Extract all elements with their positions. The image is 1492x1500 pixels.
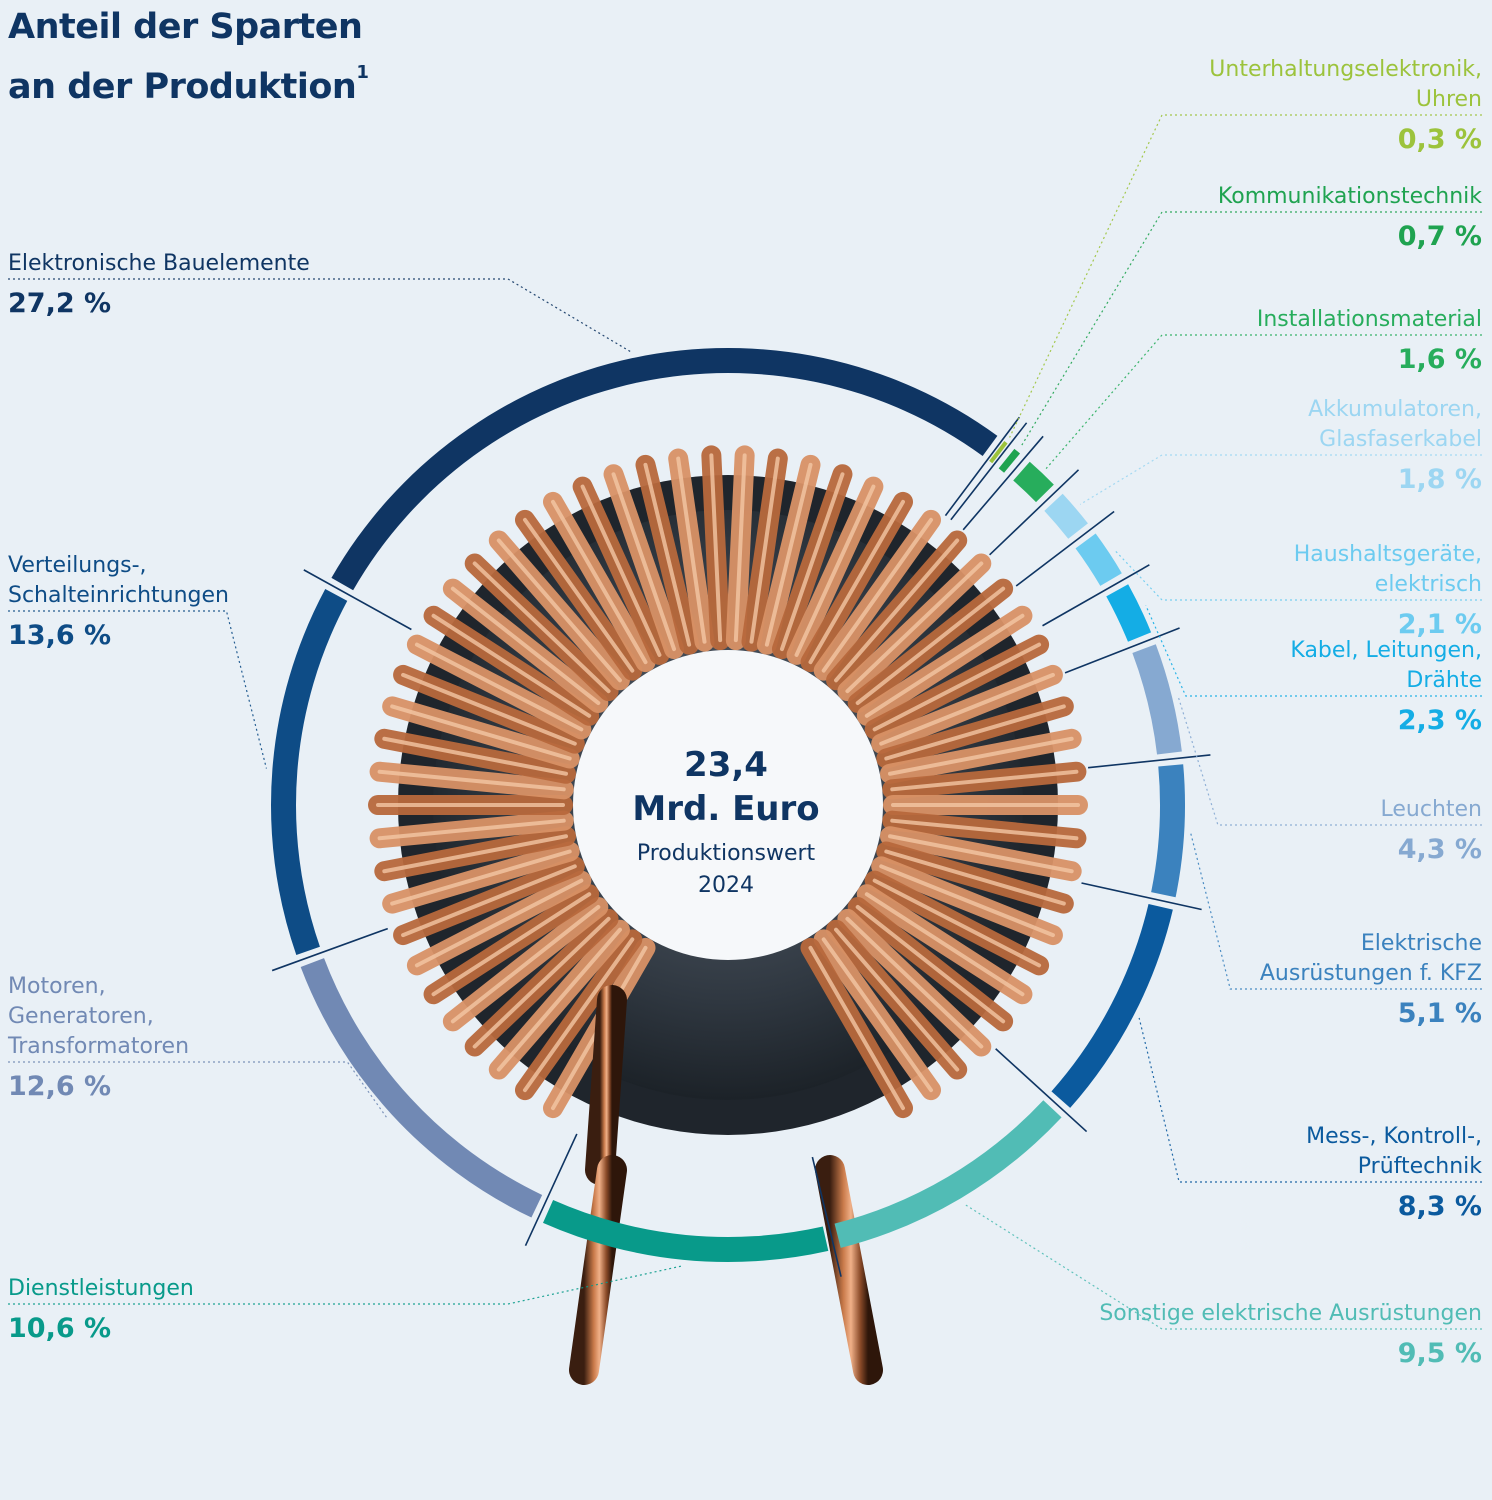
center-unit: Mrd. Euro — [632, 789, 819, 829]
segment-elektrische-ausruestungen-f-kfz — [1151, 764, 1185, 898]
value-haushaltsgeraete-elektrisch: 2,1 % — [1398, 609, 1482, 640]
title-line-2: an der Produktion1 — [8, 50, 369, 110]
segment-mess-kontroll-prueftechnik — [1051, 903, 1173, 1108]
label-dienstleistungen: Dienstleistungen — [8, 1276, 194, 1301]
title-line-2-text: an der Produktion — [8, 67, 357, 107]
segment-leuchten — [1132, 644, 1182, 755]
leader-installationsmaterial — [1045, 334, 1482, 469]
value-akkumulatoren-glasfaserkabel: 1,8 % — [1398, 464, 1482, 495]
segment-separators — [271, 416, 1211, 1277]
value-installationsmaterial: 1,6 % — [1398, 344, 1482, 375]
label-haushaltsgeraete-elektrisch-line-1: Haushaltsgeräte, — [1294, 542, 1482, 567]
label-mess-kontroll-prueftechnik-line-2: Prüftechnik — [1358, 1154, 1482, 1179]
leader-elektrische-ausruestungen-f-kfz — [1189, 831, 1482, 990]
leader-unterhaltungselektronik-uhren — [1009, 114, 1482, 438]
toroid-coil-image — [368, 445, 1088, 1385]
segment-motoren-generatoren-transformatoren — [300, 958, 543, 1218]
label-kabel-leitungen-draehte-line-2: Drähte — [1406, 668, 1482, 693]
title-line-1: Anteil der Sparten — [8, 7, 363, 47]
segment-sonstige-elektrische-ausruestungen — [834, 1100, 1062, 1248]
segment-unterhaltungselektronik-uhren — [989, 440, 1008, 464]
separator-4 — [962, 435, 1044, 531]
separator-3 — [950, 422, 1028, 521]
separator-9 — [1087, 754, 1211, 769]
center-value: 23,4 — [684, 745, 768, 785]
separator-8 — [1064, 627, 1180, 674]
segment-dienstleistungen — [542, 1200, 829, 1263]
label-haushaltsgeraete-elektrisch-line-2: elektrisch — [1375, 572, 1482, 597]
footnote-marker: 1 — [356, 62, 369, 83]
separator-7 — [1042, 564, 1150, 627]
segment-kabel-leitungen-draehte — [1106, 584, 1152, 642]
leader-verteilungs-schalteinrichtungen — [8, 610, 268, 769]
label-mess-kontroll-prueftechnik-line-1: Mess-, Kontroll-, — [1306, 1124, 1482, 1149]
label-verteilungs-schalteinrichtungen-line-2: Schalteinrichtungen — [8, 583, 229, 608]
separator-2 — [944, 416, 1020, 517]
separator-14 — [271, 927, 389, 972]
leader-kabel-leitungen-draehte — [1145, 605, 1482, 697]
label-motoren-generatoren-transformatoren-line-3: Transformatoren — [7, 1034, 189, 1059]
leader-akkumulatoren-glasfaserkabel — [1079, 454, 1482, 505]
value-unterhaltungselektronik-uhren: 0,3 % — [1398, 124, 1482, 155]
label-motoren-generatoren-transformatoren-line-1: Motoren, — [8, 974, 106, 999]
segment-installationsmaterial — [1013, 461, 1054, 503]
segment-verteilungs-schalteinrichtungen — [270, 589, 348, 955]
value-elektronische-bauelemente: 27,2 % — [8, 288, 111, 319]
center-caption: Produktionswert — [637, 841, 816, 866]
label-installationsmaterial: Installationsmaterial — [1257, 307, 1482, 332]
separator-10 — [1081, 882, 1202, 911]
label-leuchten: Leuchten — [1381, 797, 1483, 822]
label-unterhaltungselektronik-uhren-line-1: Unterhaltungselektronik, — [1209, 57, 1482, 82]
leader-kommunikationstechnik — [1020, 211, 1482, 447]
chart-title: Anteil der Sparten an der Produktion1 — [8, 4, 369, 110]
label-verteilungs-schalteinrichtungen-line-1: Verteilungs-, — [8, 553, 147, 578]
value-verteilungs-schalteinrichtungen: 13,6 % — [8, 620, 111, 651]
center-year: 2024 — [698, 873, 754, 898]
label-akkumulatoren-glasfaserkabel-line-2: Glasfaserkabel — [1319, 427, 1482, 452]
value-sonstige-elektrische-ausruestungen: 9,5 % — [1398, 1338, 1482, 1369]
value-dienstleistungen: 10,6 % — [8, 1313, 111, 1344]
label-kommunikationstechnik: Kommunikationstechnik — [1218, 184, 1482, 209]
leader-dienstleistungen — [8, 1265, 683, 1305]
leader-mess-kontroll-prueftechnik — [1138, 1017, 1482, 1183]
value-motoren-generatoren-transformatoren: 12,6 % — [8, 1071, 111, 1102]
leader-elektronische-bauelemente — [8, 278, 632, 353]
value-leuchten: 4,3 % — [1398, 834, 1482, 865]
separator-6 — [1015, 510, 1115, 587]
label-sonstige-elektrische-ausruestungen: Sonstige elektrische Ausrüstungen — [1099, 1301, 1482, 1326]
leader-lines — [8, 114, 1482, 1330]
label-kabel-leitungen-draehte-line-1: Kabel, Leitungen, — [1290, 638, 1482, 663]
label-elektronische-bauelemente: Elektronische Bauelemente — [8, 251, 310, 276]
label-motoren-generatoren-transformatoren-line-2: Generatoren, — [8, 1004, 154, 1029]
leader-haushaltsgeraete-elektrisch — [1113, 549, 1482, 601]
value-kommunikationstechnik: 0,7 % — [1398, 221, 1482, 252]
value-elektrische-ausruestungen-f-kfz: 5,1 % — [1398, 998, 1482, 1029]
leader-motoren-generatoren-transformatoren — [8, 1061, 388, 1119]
label-akkumulatoren-glasfaserkabel-line-1: Akkumulatoren, — [1308, 397, 1482, 422]
segment-akkumulatoren-glasfaserkabel — [1044, 493, 1088, 539]
separator-11 — [995, 1048, 1088, 1133]
value-kabel-leitungen-draehte: 2,3 % — [1398, 705, 1482, 736]
segment-labels: Elektronische Bauelemente 27,2 % Unterhalt… — [7, 57, 1482, 1369]
separator-1 — [303, 569, 412, 631]
label-elektrische-ausruestungen-f-kfz-line-1: Elektrische — [1361, 931, 1482, 956]
value-mess-kontroll-prueftechnik: 8,3 % — [1398, 1191, 1482, 1222]
label-elektrische-ausruestungen-f-kfz-line-2: Ausrüstungen f. KFZ — [1260, 961, 1482, 986]
ring-segments — [270, 347, 1185, 1263]
separator-12 — [811, 1156, 842, 1277]
separator-5 — [989, 469, 1080, 556]
leader-sonstige-elektrische-ausruestungen — [963, 1203, 1482, 1330]
separator-13 — [524, 1133, 578, 1247]
label-unterhaltungselektronik-uhren-line-2: Uhren — [1416, 87, 1482, 112]
segment-haushaltsgeraete-elektrisch — [1075, 533, 1122, 586]
segment-kommunikationstechnik — [998, 448, 1021, 473]
center-label: 23,4 Mrd. Euro Produktionswert 2024 — [632, 745, 819, 898]
